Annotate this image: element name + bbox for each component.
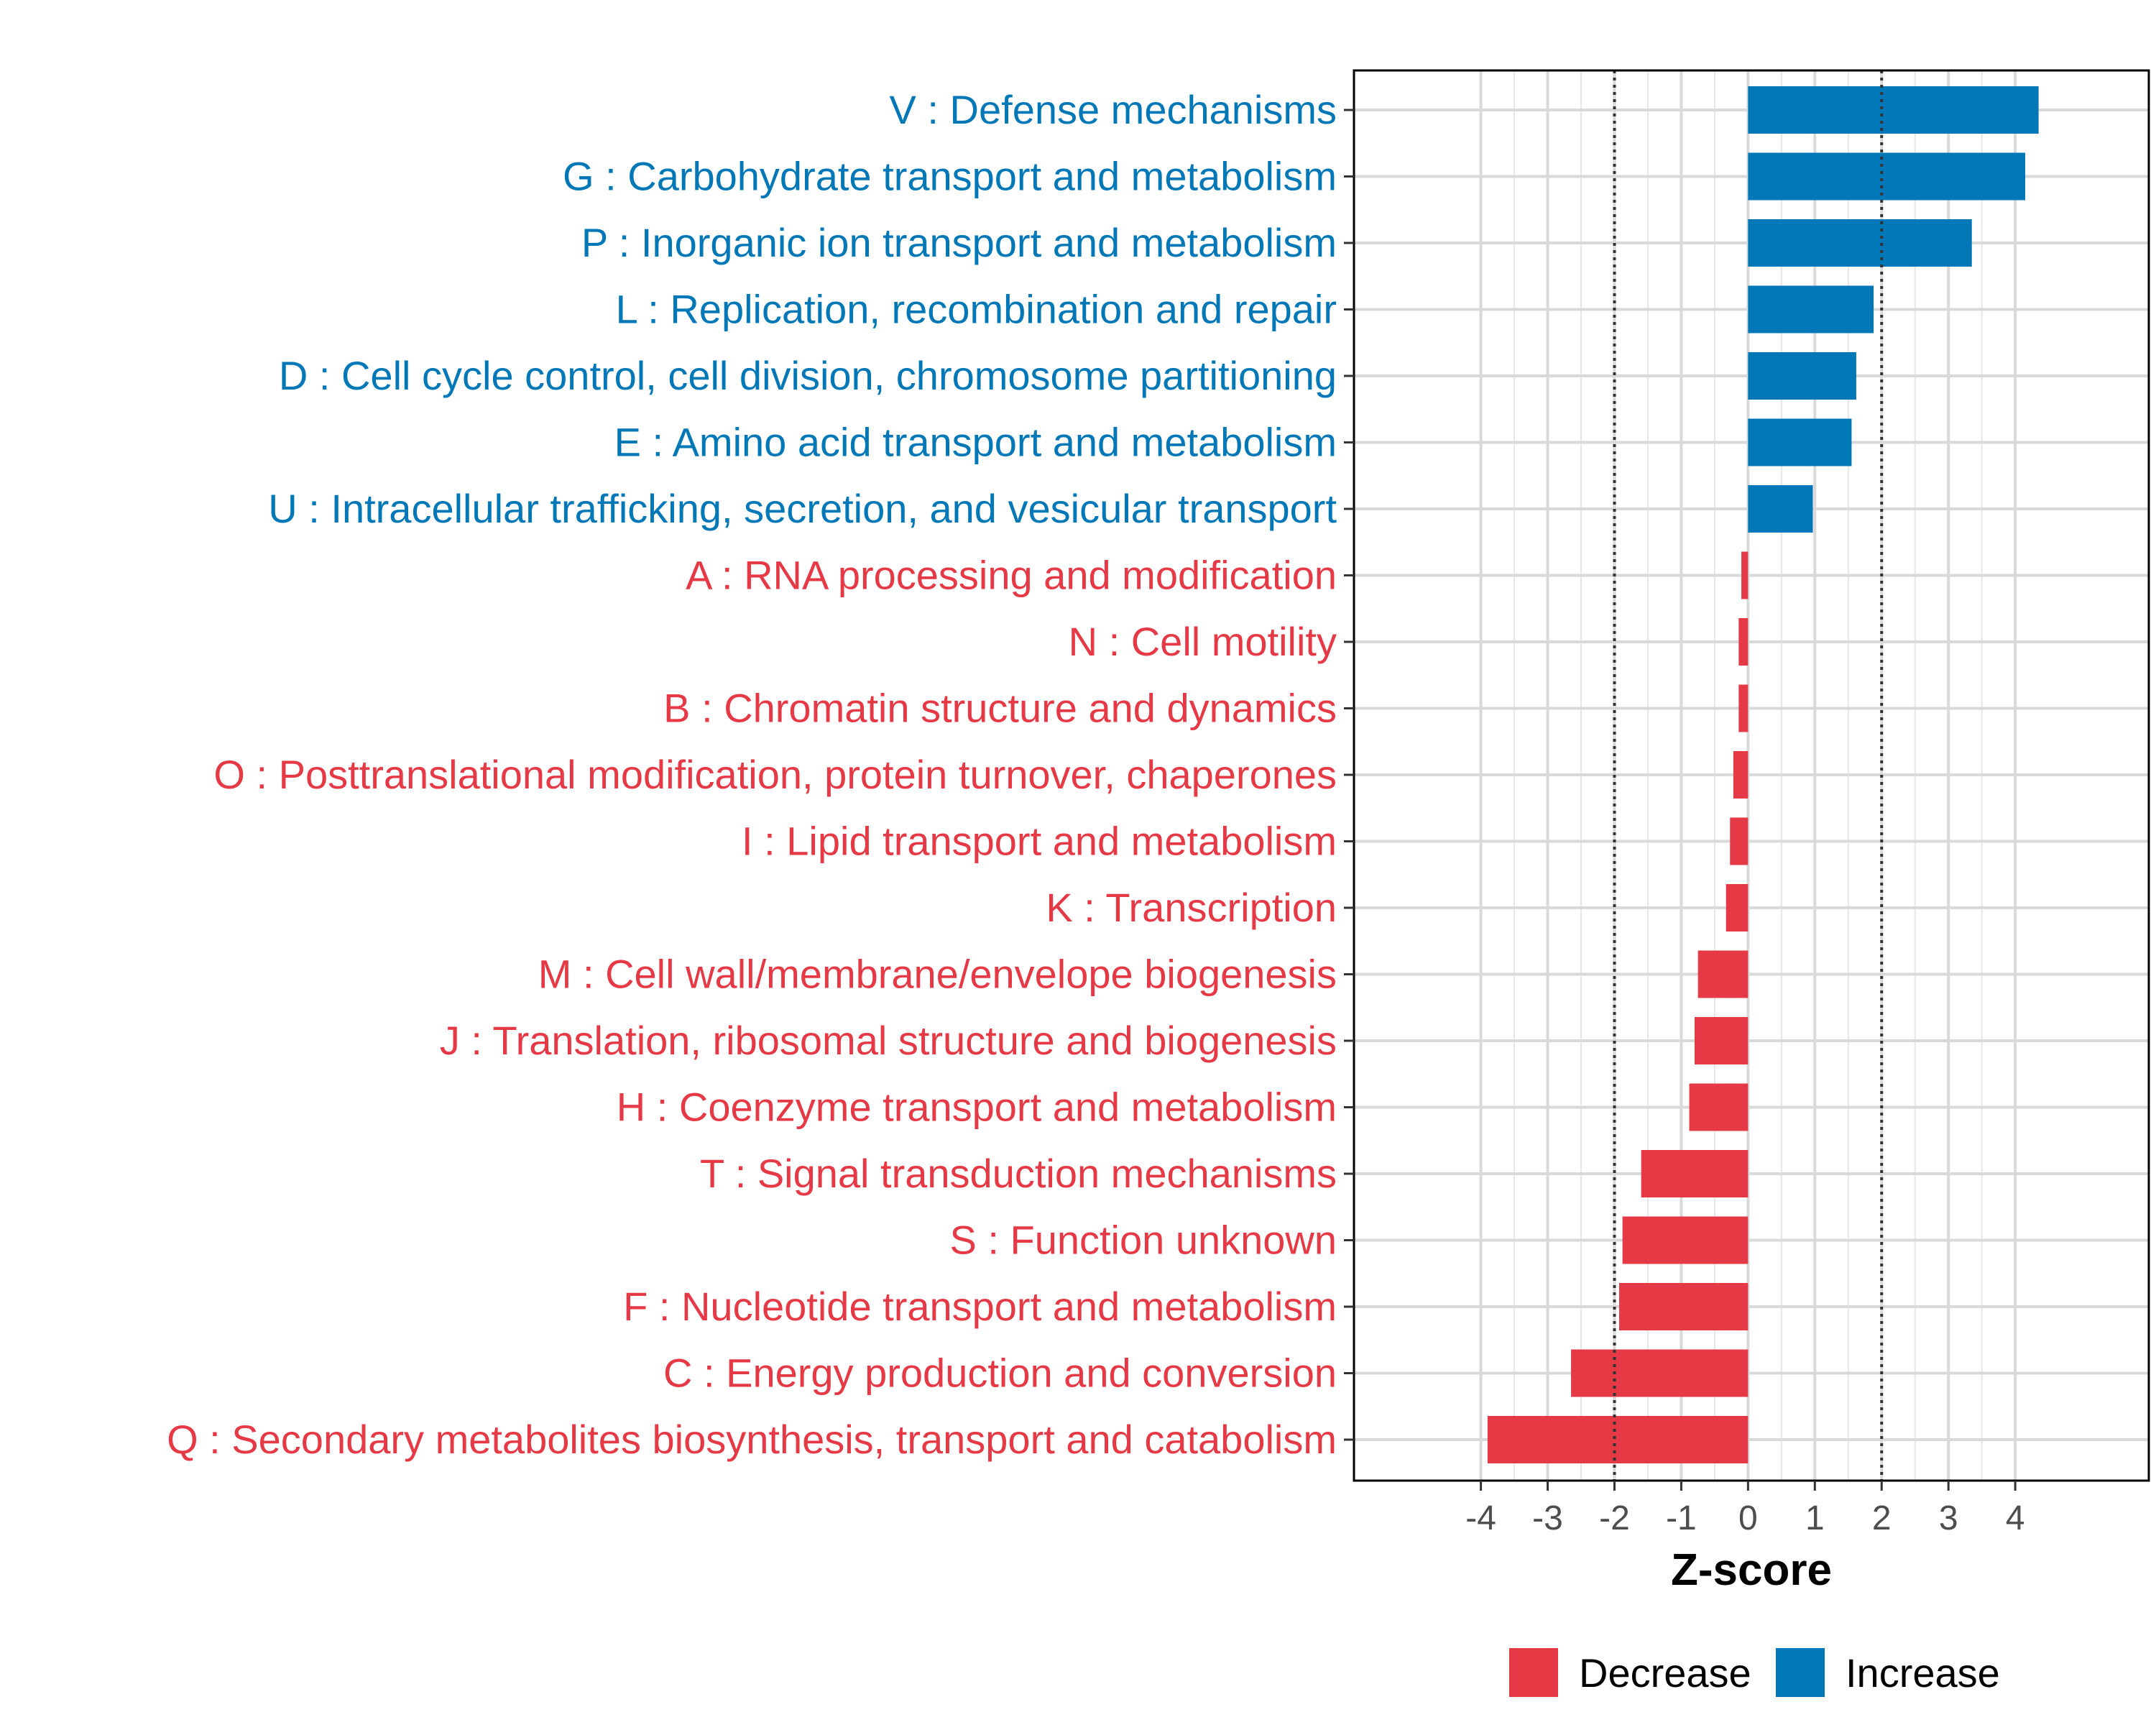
x-tick-label: -1 — [1666, 1499, 1697, 1537]
bar — [1738, 684, 1749, 732]
category-label: D : Cell cycle control, cell division, c… — [279, 353, 1337, 398]
category-label: B : Chromatin structure and dynamics — [663, 686, 1337, 731]
bar — [1689, 1083, 1749, 1131]
bar — [1695, 1017, 1749, 1064]
bar — [1622, 1216, 1749, 1264]
x-tick-label: -3 — [1532, 1499, 1563, 1537]
category-label: M : Cell wall/membrane/envelope biogenes… — [538, 952, 1337, 997]
bar — [1641, 1150, 1749, 1197]
category-label: Q : Secondary metabolites biosynthesis, … — [167, 1417, 1337, 1462]
legend-key — [1776, 1648, 1825, 1697]
y-axis-labels: V : Defense mechanisms G : Carbohydrate t… — [167, 87, 1337, 1462]
x-tick-label: 4 — [2006, 1499, 2025, 1537]
bar — [1748, 86, 2039, 134]
category-label: S : Function unknown — [949, 1218, 1337, 1263]
x-tick-label: -4 — [1465, 1499, 1496, 1537]
category-label: C : Energy production and conversion — [663, 1351, 1337, 1396]
category-label: G : Carbohydrate transport and metabolis… — [563, 154, 1337, 199]
bar — [1733, 751, 1749, 799]
legend-item-decrease: Decrease — [1509, 1648, 1751, 1697]
x-axis-labels: -4 -3 -2 -1 0 1 2 3 4 — [1465, 1499, 2024, 1537]
bar — [1726, 884, 1749, 932]
bar — [1748, 152, 2026, 201]
category-label: L : Replication, recombination and repai… — [616, 287, 1337, 332]
x-axis-title: Z-score — [1671, 1545, 1832, 1595]
bar — [1571, 1349, 1749, 1397]
x-tick-label: -2 — [1599, 1499, 1630, 1537]
category-label: H : Coenzyme transport and metabolism — [617, 1085, 1337, 1130]
bar — [1748, 219, 1972, 267]
bars — [1487, 86, 2039, 1463]
category-label: U : Intracellular trafficking, secretion… — [268, 486, 1337, 531]
x-tick-label: 2 — [1872, 1499, 1892, 1537]
x-tick-label: 1 — [1805, 1499, 1825, 1537]
reference-lines — [1613, 70, 1884, 1481]
category-label: F : Nucleotide transport and metabolism — [623, 1284, 1337, 1329]
bar — [1748, 352, 1856, 400]
bar — [1741, 551, 1749, 599]
legend-key — [1509, 1648, 1558, 1697]
category-label: T : Signal transduction mechanisms — [700, 1151, 1337, 1196]
category-label: A : RNA processing and modification — [686, 553, 1337, 598]
x-axis-ticks — [1480, 1481, 2017, 1491]
bar — [1730, 817, 1749, 865]
bar — [1748, 285, 1874, 334]
category-label: I : Lipid transport and metabolism — [742, 819, 1337, 864]
legend-item-increase: Increase — [1776, 1648, 2000, 1697]
legend-label: Decrease — [1579, 1650, 1751, 1696]
legend-label: Increase — [1846, 1650, 2000, 1696]
bar — [1738, 618, 1749, 666]
x-tick-label: 3 — [1939, 1499, 1958, 1537]
legend: Decrease Increase — [1509, 1648, 2000, 1697]
category-label: K : Transcription — [1046, 885, 1337, 930]
bar — [1697, 950, 1749, 998]
bar — [1618, 1283, 1749, 1330]
category-label: N : Cell motility — [1069, 619, 1337, 664]
bar — [1748, 485, 1813, 533]
category-label: O : Posttranslational modification, prot… — [213, 752, 1337, 797]
x-tick-label: 0 — [1738, 1499, 1758, 1537]
bar — [1487, 1416, 1749, 1463]
category-label: E : Amino acid transport and metabolism — [614, 420, 1337, 465]
category-label: J : Translation, ribosomal structure and… — [440, 1018, 1337, 1063]
category-label: P : Inorganic ion transport and metaboli… — [581, 220, 1337, 265]
category-label: V : Defense mechanisms — [890, 87, 1337, 132]
y-axis-ticks — [1344, 109, 1354, 1441]
bar — [1748, 418, 1852, 466]
